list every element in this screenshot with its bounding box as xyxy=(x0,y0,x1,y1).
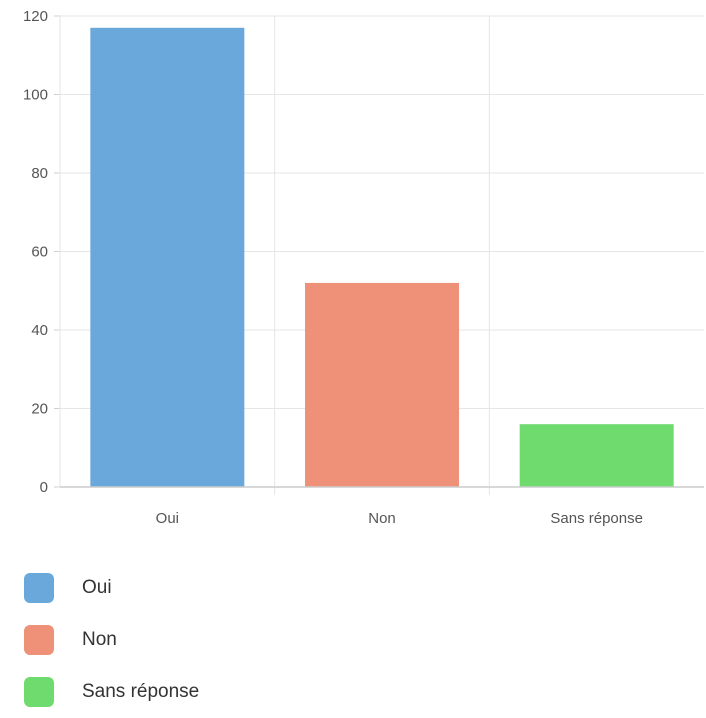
legend-item-sans-reponse[interactable]: Sans réponse xyxy=(24,666,624,718)
legend-label-oui: Oui xyxy=(82,577,112,598)
bar-sans-r-ponse xyxy=(519,424,674,487)
y-tick-label: 120 xyxy=(23,8,48,25)
bar-non xyxy=(305,282,459,487)
legend-swatch-sans-reponse xyxy=(24,677,54,707)
legend-swatch-non xyxy=(24,625,54,655)
x-tick-label: Sans réponse xyxy=(550,510,643,527)
x-tick-label: Oui xyxy=(156,510,179,527)
legend-label-non: Non xyxy=(82,629,117,650)
chart-canvas: 0 20 40 60 80 100 120 Oui Non Sans réponse xyxy=(23,8,704,527)
legend-swatch-oui xyxy=(24,573,54,603)
y-tick-label: 20 xyxy=(31,401,48,418)
legend-item-oui[interactable]: Oui xyxy=(24,562,624,614)
legend-label-sans-reponse: Sans réponse xyxy=(82,681,200,702)
y-tick-label: 100 xyxy=(23,87,48,104)
bar-chart: 0 20 40 60 80 100 120 Oui Non Sans réponse xyxy=(23,8,704,527)
y-tick-label: 60 xyxy=(31,244,48,261)
y-tick-label: 0 xyxy=(40,479,48,496)
y-tick-label: 80 xyxy=(31,165,48,182)
y-tick-label: 40 xyxy=(31,322,48,339)
legend-item-non[interactable]: Non xyxy=(24,614,624,666)
bar-oui xyxy=(90,27,245,488)
chart-legend: Oui Non Sans réponse xyxy=(24,562,624,718)
x-tick-label: Non xyxy=(368,510,396,527)
